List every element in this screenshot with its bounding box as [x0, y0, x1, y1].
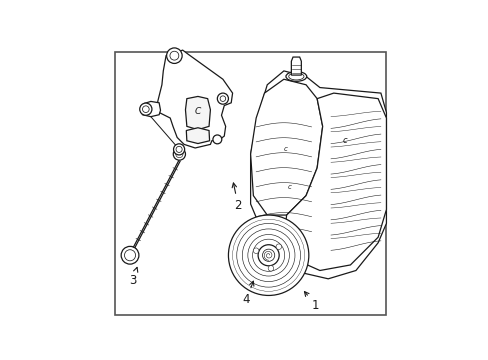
Circle shape	[166, 48, 182, 63]
Text: 2: 2	[232, 183, 242, 212]
Circle shape	[262, 249, 274, 261]
Circle shape	[220, 96, 225, 102]
Circle shape	[170, 51, 179, 60]
Polygon shape	[185, 96, 210, 130]
Polygon shape	[250, 79, 322, 215]
Text: C: C	[194, 107, 201, 116]
Circle shape	[228, 215, 308, 296]
Polygon shape	[284, 93, 386, 270]
Ellipse shape	[288, 73, 304, 80]
Polygon shape	[158, 50, 232, 148]
Circle shape	[140, 103, 152, 115]
Text: 3: 3	[129, 267, 138, 287]
Ellipse shape	[285, 72, 306, 81]
Text: c: c	[342, 136, 346, 145]
Circle shape	[124, 250, 135, 261]
Text: c: c	[283, 145, 286, 152]
Circle shape	[253, 248, 258, 253]
Circle shape	[121, 246, 139, 264]
Circle shape	[258, 245, 279, 266]
Circle shape	[176, 146, 182, 152]
Text: c: c	[287, 184, 291, 190]
Polygon shape	[291, 57, 301, 75]
Circle shape	[267, 266, 273, 271]
Circle shape	[175, 150, 183, 158]
Circle shape	[142, 106, 149, 112]
Polygon shape	[186, 128, 209, 144]
Circle shape	[173, 144, 184, 155]
Circle shape	[276, 244, 281, 249]
Polygon shape	[250, 71, 386, 279]
Text: 1: 1	[304, 292, 319, 312]
Circle shape	[173, 148, 185, 160]
Polygon shape	[141, 102, 160, 117]
Circle shape	[217, 93, 228, 104]
Circle shape	[212, 135, 222, 144]
Text: 4: 4	[242, 281, 253, 306]
